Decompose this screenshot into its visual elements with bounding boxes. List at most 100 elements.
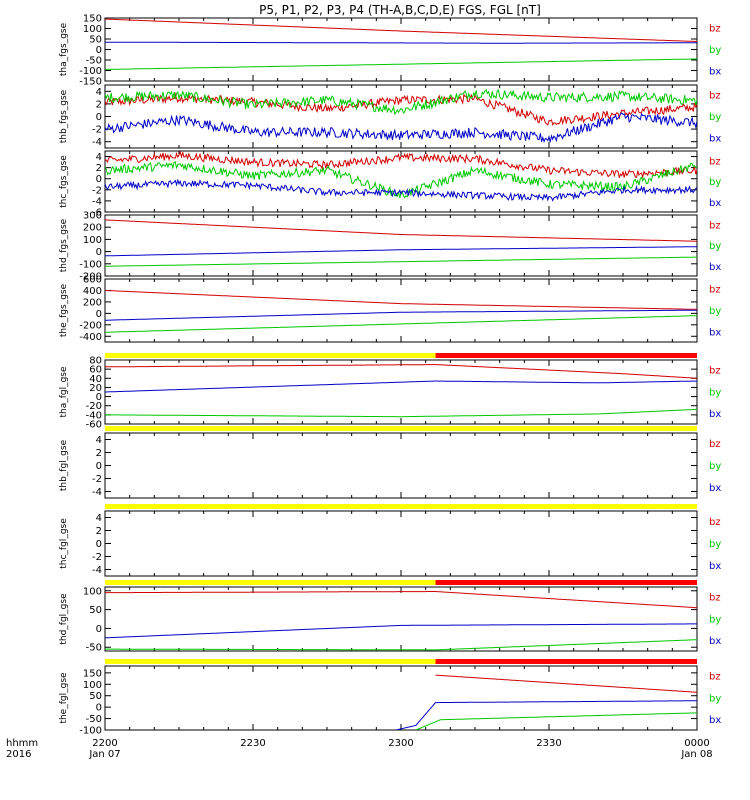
y-tick-label: 150 <box>83 14 102 25</box>
series-line-by <box>105 58 697 70</box>
legend-by: by <box>709 112 721 123</box>
legend-bz: bz <box>709 285 721 296</box>
series-line-bz <box>105 290 697 310</box>
series-line-bx <box>105 178 697 202</box>
y-tick-label: -100 <box>79 66 102 77</box>
legend-bz: bz <box>709 672 721 683</box>
series-line-bx <box>105 623 697 639</box>
panel-frame <box>104 150 698 213</box>
series-line-by <box>105 315 697 333</box>
panel-thb_fgl_gse: 4 2 0 -2 -4 thb_fgl_gse bz by bx <box>59 426 721 499</box>
y-tick-label: -2 <box>92 185 102 196</box>
y-tick-label: 100 <box>83 24 102 35</box>
y-tick-label: -150 <box>79 77 102 88</box>
series-line-bz <box>105 151 697 179</box>
y-axis-label: the_fgs_gse <box>59 283 69 337</box>
y-tick-label: 40 <box>89 374 102 385</box>
panel-thc_fgl_gse: 4 2 0 -2 -4 thc_fgl_gse bz by bx <box>59 504 721 577</box>
status-bar-red <box>435 580 697 585</box>
series-line-bx <box>105 41 697 44</box>
status-bar-yellow <box>105 426 697 431</box>
series-group <box>105 290 697 333</box>
legend-by: by <box>709 693 721 704</box>
panel-thd_fgl_gse: 100 50 0 -50 thd_fgl_gse bz by bx <box>59 580 721 654</box>
legend-by: by <box>709 45 721 56</box>
legend-by: by <box>709 461 721 472</box>
y-tick-label: 4 <box>96 87 102 98</box>
y-tick-label: 100 <box>83 235 102 246</box>
y-tick-label: 600 <box>83 275 102 286</box>
panel-thc_fgs_gse: 420-2-4-6 thc_fgs_gse bz by bx <box>59 150 721 219</box>
series-line-by <box>105 408 697 418</box>
series-line-bx <box>105 380 697 393</box>
series-line-bz <box>105 364 697 379</box>
legend-by: by <box>709 614 721 625</box>
series-line-by <box>105 256 697 267</box>
status-bar-red <box>435 659 697 664</box>
y-axis-label: thc_fgl_gse <box>59 518 69 569</box>
x-tick-label: 0000 <box>684 738 709 749</box>
status-bar-red <box>435 353 697 358</box>
x-tick-label: 2330 <box>536 738 561 749</box>
y-tick-label: 0 <box>96 624 102 635</box>
legend-by: by <box>709 306 721 317</box>
y-tick-label: -50 <box>86 56 102 67</box>
legend-bx: bx <box>709 262 721 273</box>
y-axis-label: tha_fgs_gse <box>59 22 69 76</box>
y-tick-label: 2 <box>96 526 102 537</box>
y-tick-label: -2 <box>92 552 102 563</box>
series-group <box>395 674 697 730</box>
y-tick-label: 2 <box>96 163 102 174</box>
series-line-bz <box>105 591 697 609</box>
x-year-label: 2016 <box>6 749 31 760</box>
series-line-bx <box>105 309 697 321</box>
y-axis-label: the_fgl_gse <box>59 672 69 724</box>
x-date-label: Jan 07 <box>88 749 120 760</box>
y-tick-label: 100 <box>83 586 102 597</box>
y-tick-label: 4 <box>96 513 102 524</box>
y-tick-label: -200 <box>79 272 102 283</box>
y-tick-label: 100 <box>83 680 102 691</box>
x-tick-label: 2230 <box>240 738 265 749</box>
y-tick-label: -40 <box>86 410 102 421</box>
legend-bz: bz <box>709 593 721 604</box>
legend-bx: bx <box>709 327 721 338</box>
y-tick-label: 0 <box>96 45 102 56</box>
y-tick-label: 4 <box>96 152 102 163</box>
status-bar-yellow <box>105 580 436 585</box>
series-group <box>105 591 697 651</box>
y-tick-label: -200 <box>79 320 102 331</box>
y-tick-label: 0 <box>96 309 102 320</box>
legend-bz: bz <box>709 366 721 377</box>
legend-bx: bx <box>709 715 721 726</box>
series-line-bz <box>105 219 697 242</box>
x-date-label: Jan 08 <box>680 749 712 760</box>
y-tick-label: 50 <box>89 691 102 702</box>
legend-bz: bz <box>709 220 721 231</box>
series-line-bz <box>105 18 697 42</box>
legend-by: by <box>709 387 721 398</box>
y-tick-label: -400 <box>79 332 102 343</box>
y-axis-label: tha_fgl_gse <box>59 366 69 418</box>
panel-frame <box>104 665 698 731</box>
y-tick-label: -4 <box>92 565 102 576</box>
y-tick-label: 2 <box>96 99 102 110</box>
y-tick-label: 200 <box>83 223 102 234</box>
status-bar-yellow <box>105 504 697 509</box>
y-tick-label: 400 <box>83 286 102 297</box>
y-tick-label: 4 <box>96 435 102 446</box>
y-tick-label: 0 <box>96 174 102 185</box>
legend-bz: bz <box>709 439 721 450</box>
y-tick-label: -4 <box>92 137 102 148</box>
panel-thb_fgs_gse: 42 0 -2-4 thb_fgs_gse bz by bx <box>59 84 721 149</box>
legend-bx: bx <box>709 483 721 494</box>
y-tick-label: -2 <box>92 125 102 136</box>
y-axis-label: thb_fgl_gse <box>59 439 69 491</box>
series-line-by <box>105 639 697 651</box>
y-tick-label: -100 <box>79 726 102 737</box>
y-tick-label: 0 <box>96 112 102 123</box>
legend-bx: bx <box>709 409 721 420</box>
legend-bz: bz <box>709 156 721 167</box>
